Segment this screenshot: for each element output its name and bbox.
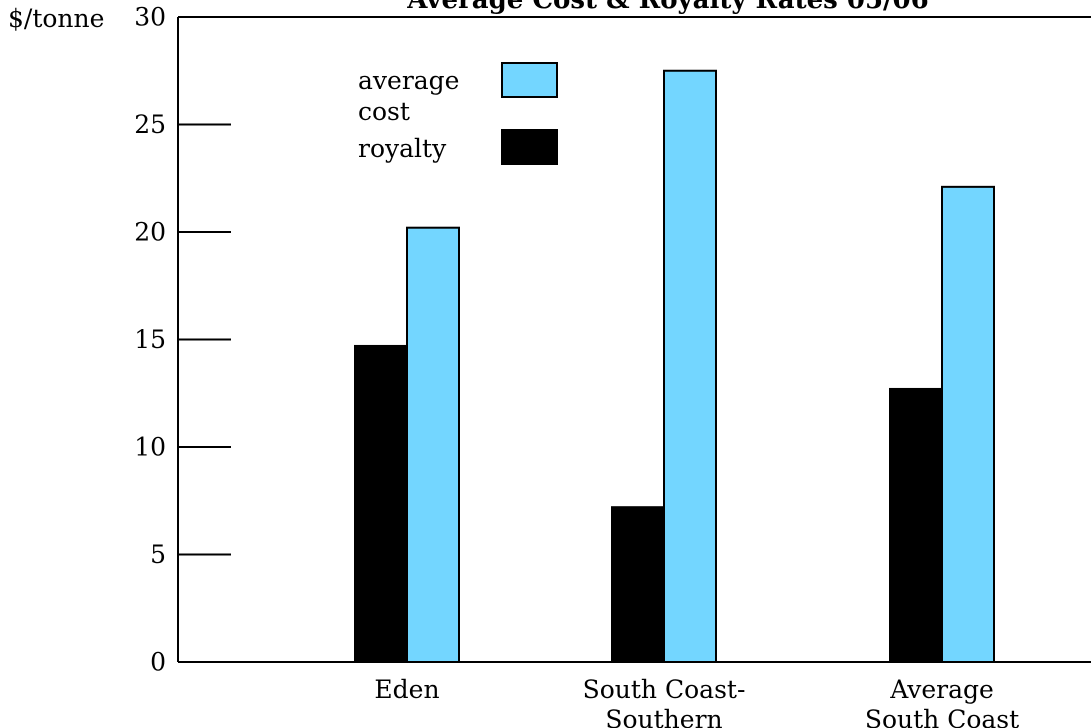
- y-tick-label: 5: [150, 540, 166, 569]
- x-category-label: South Coast: [865, 705, 1019, 728]
- bar-average-cost: [941, 185, 995, 663]
- chart-title: Average Cost & Royalty Rates 05/06: [406, 0, 928, 15]
- legend-label: royalty: [358, 134, 447, 163]
- y-tick-label: 20: [134, 218, 166, 247]
- legend-label: cost: [358, 97, 410, 126]
- x-category-label: Eden: [374, 675, 439, 704]
- bar-royalty: [354, 344, 408, 663]
- y-tick-label: 30: [134, 3, 166, 32]
- x-category-label: South Coast-: [583, 675, 746, 704]
- bar-royalty: [611, 506, 665, 664]
- y-tick-label: 25: [134, 110, 166, 139]
- bar-average-cost: [663, 69, 717, 663]
- y-tick-label: 10: [134, 433, 166, 462]
- y-axis-ticks: 0 5 10 15 20 25 30: [134, 3, 231, 677]
- y-axis-label: $/tonne: [8, 4, 104, 33]
- y-tick-label: 0: [150, 648, 166, 677]
- bar-royalty: [889, 387, 943, 663]
- x-category-label: Southern: [605, 705, 722, 728]
- bar-average-cost: [406, 226, 460, 663]
- legend-swatch: [501, 62, 558, 98]
- legend-label: average: [358, 66, 459, 95]
- x-category-label: Average: [889, 675, 994, 704]
- bars: [354, 69, 995, 664]
- y-tick-label: 15: [134, 325, 166, 354]
- legend-swatch: [501, 129, 558, 165]
